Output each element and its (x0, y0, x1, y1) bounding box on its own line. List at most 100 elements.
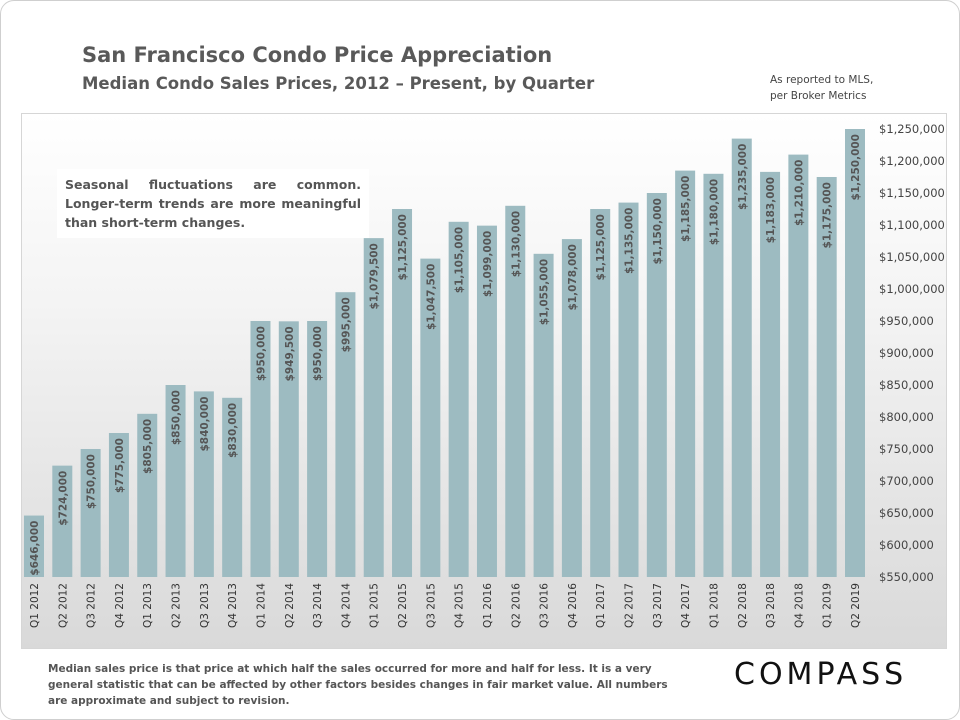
bar (505, 205, 526, 578)
data-label: $950,000 (312, 326, 324, 381)
data-label: $995,000 (340, 297, 352, 352)
annotation-box: Seasonal fluctuations are common. Longer… (57, 169, 369, 238)
bar-chart: $646,000 Q1 2012 $724,000 Q2 2012 $750,000 Q3… (24, 122, 945, 628)
y-tick-label: $600,000 (879, 538, 934, 552)
data-label: $1,125,000 (595, 214, 607, 280)
bar (561, 239, 582, 577)
data-label: $1,079,500 (369, 243, 381, 309)
x-tick-label: Q2 2015 (397, 583, 409, 628)
bar (165, 385, 186, 577)
bar (278, 321, 299, 577)
x-tick-label: Q1 2018 (708, 583, 720, 628)
data-label: $949,500 (284, 326, 296, 381)
bar (80, 449, 101, 577)
bar (845, 129, 865, 577)
bar (760, 171, 781, 577)
data-label: $1,185,000 (680, 176, 692, 242)
x-tick-label: Q1 2015 (369, 583, 381, 628)
x-tick-label: Q3 2018 (765, 583, 777, 628)
data-label: $1,150,000 (652, 198, 664, 264)
bar (675, 170, 696, 577)
y-tick-label: $700,000 (879, 474, 934, 488)
data-label: $1,210,000 (793, 160, 805, 226)
bar (193, 391, 214, 577)
x-tick-label: Q2 2016 (510, 583, 522, 628)
data-label: $646,000 (29, 521, 41, 576)
y-tick-label: $850,000 (879, 378, 934, 392)
bar (590, 209, 611, 577)
y-tick-label: $950,000 (879, 314, 934, 328)
bar (307, 321, 328, 577)
x-tick-label: Q1 2017 (595, 583, 607, 628)
bar (52, 465, 73, 577)
bar (448, 221, 469, 578)
y-tick-label: $1,200,000 (879, 154, 945, 168)
x-tick-label: Q2 2012 (57, 583, 69, 628)
data-label: $1,180,000 (708, 179, 720, 245)
data-label: $1,235,000 (737, 144, 749, 210)
compass-logo: COMPASS (734, 657, 908, 692)
bar (108, 433, 129, 577)
y-tick-label: $1,000,000 (879, 282, 945, 296)
bar (250, 321, 271, 577)
source-line: per Broker Metrics (770, 90, 867, 102)
data-label: $1,105,000 (454, 227, 466, 293)
chart-subtitle: Median Condo Sales Prices, 2012 – Presen… (82, 74, 595, 93)
x-tick-label: Q1 2016 (482, 583, 494, 628)
y-tick-label: $550,000 (879, 570, 934, 584)
data-label: $1,125,000 (397, 214, 409, 280)
bar (392, 209, 413, 577)
x-tick-label: Q4 2012 (114, 583, 126, 628)
x-tick-label: Q3 2013 (199, 583, 211, 628)
x-tick-label: Q3 2017 (652, 583, 664, 628)
y-tick-label: $800,000 (879, 410, 934, 424)
x-tick-label: Q4 2016 (567, 583, 579, 628)
data-label: $775,000 (114, 438, 126, 493)
x-tick-label: Q4 2017 (680, 583, 692, 628)
x-tick-label: Q4 2015 (454, 583, 466, 628)
bar (137, 413, 158, 577)
data-label: $1,047,500 (425, 264, 437, 330)
data-label: $950,000 (255, 326, 267, 381)
source-line: As reported to MLS, (770, 74, 874, 86)
data-label: $840,000 (199, 396, 211, 451)
data-label: $1,175,000 (822, 182, 834, 248)
x-tick-label: Q2 2019 (850, 583, 862, 628)
x-tick-label: Q3 2014 (312, 583, 324, 628)
bar (533, 253, 554, 578)
data-label: $1,055,000 (539, 259, 551, 325)
bar (816, 177, 837, 577)
data-label: $1,099,000 (482, 231, 494, 297)
x-tick-label: Q3 2015 (425, 583, 437, 628)
data-label: $1,250,000 (850, 134, 862, 200)
bar (646, 193, 667, 577)
data-label: $850,000 (171, 390, 183, 445)
data-label: $750,000 (86, 454, 98, 509)
x-tick-label: Q1 2014 (255, 583, 267, 628)
x-tick-label: Q1 2019 (822, 583, 834, 628)
x-tick-label: Q2 2017 (624, 583, 636, 628)
x-tick-label: Q1 2012 (29, 583, 41, 628)
bar (703, 173, 724, 578)
x-tick-label: Q4 2013 (227, 583, 239, 628)
x-tick-label: Q2 2013 (171, 583, 183, 628)
data-label: $1,183,000 (765, 177, 777, 243)
x-tick-label: Q4 2014 (340, 583, 352, 628)
y-tick-label: $750,000 (879, 442, 934, 456)
y-tick-label: $1,150,000 (879, 186, 945, 200)
data-label: $724,000 (57, 471, 69, 526)
bar (618, 202, 639, 577)
source-note: As reported to MLS, per Broker Metrics (770, 72, 873, 104)
bar (731, 138, 752, 577)
x-tick-label: Q3 2012 (86, 583, 98, 628)
bar (788, 154, 809, 577)
y-tick-label: $650,000 (879, 506, 934, 520)
x-tick-label: Q1 2013 (142, 583, 154, 628)
data-label: $805,000 (142, 419, 154, 474)
chart-title: San Francisco Condo Price Appreciation (82, 43, 553, 67)
footer-disclaimer: Median sales price is that price at whic… (48, 663, 668, 707)
bar (476, 225, 497, 577)
data-label: $1,135,000 (624, 208, 636, 274)
y-tick-label: $1,250,000 (879, 122, 945, 136)
